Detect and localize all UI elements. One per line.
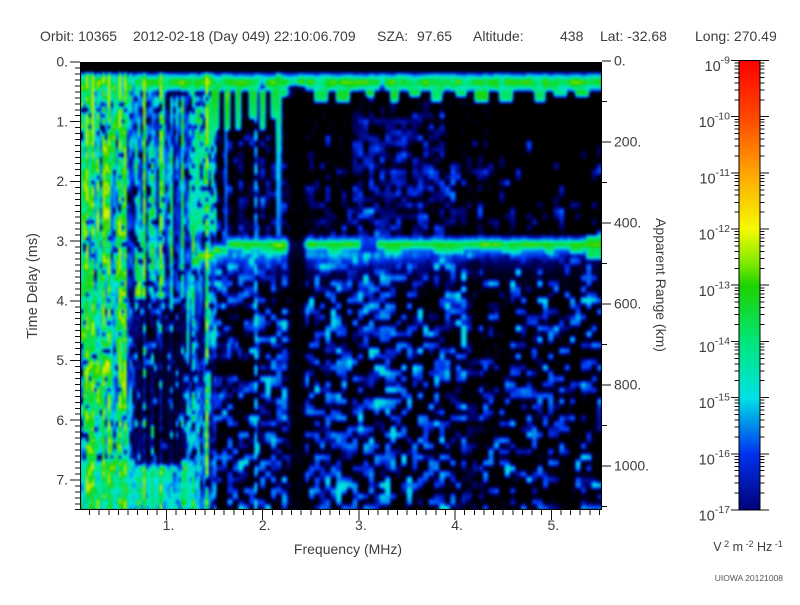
svg-text:800.: 800.	[614, 377, 641, 393]
svg-text:600.: 600.	[614, 296, 641, 312]
svg-text:UIOWA 20121008: UIOWA 20121008	[715, 573, 783, 583]
svg-text:5.: 5.	[56, 352, 68, 368]
svg-text:SZA:: SZA:	[377, 28, 408, 44]
svg-text:Apparent Range (km): Apparent Range (km)	[653, 218, 669, 352]
svg-text:Orbit: 10365: Orbit: 10365	[40, 28, 117, 44]
svg-text:2.: 2.	[56, 173, 68, 189]
svg-text:1000.: 1000.	[614, 458, 649, 474]
svg-text:10-11: 10-11	[699, 167, 730, 188]
svg-text:10-13: 10-13	[699, 279, 730, 300]
svg-text:3.: 3.	[355, 517, 367, 533]
svg-text:Altitude:: Altitude:	[473, 28, 524, 44]
svg-text:5.: 5.	[547, 517, 559, 533]
svg-text:Lat: -32.68: Lat: -32.68	[600, 28, 667, 44]
svg-text:6.: 6.	[56, 412, 68, 428]
svg-text:4.: 4.	[56, 293, 68, 309]
svg-text:10-14: 10-14	[699, 335, 730, 356]
svg-text:Time Delay (ms): Time Delay (ms)	[25, 233, 41, 339]
svg-text:10-10: 10-10	[699, 111, 730, 132]
svg-text:10-17: 10-17	[699, 504, 730, 525]
svg-text:7.: 7.	[56, 472, 68, 488]
svg-text:1.: 1.	[163, 517, 175, 533]
svg-text:200.: 200.	[614, 134, 641, 150]
svg-text:Long: 270.49: Long: 270.49	[695, 28, 777, 44]
svg-text:Frequency (MHz): Frequency (MHz)	[294, 541, 402, 557]
svg-text:4.: 4.	[451, 517, 463, 533]
svg-text:V 2 m -2 Hz -1: V 2 m -2 Hz -1	[713, 539, 783, 554]
svg-text:10-15: 10-15	[699, 392, 730, 413]
svg-text:2.: 2.	[259, 517, 271, 533]
svg-text:10-9: 10-9	[705, 55, 731, 76]
svg-text:0.: 0.	[56, 54, 68, 70]
svg-text:438: 438	[560, 28, 584, 44]
svg-text:97.65: 97.65	[417, 28, 452, 44]
svg-text:1.: 1.	[56, 113, 68, 129]
svg-text:400.: 400.	[614, 215, 641, 231]
svg-text:10-16: 10-16	[699, 448, 730, 469]
svg-text:0.: 0.	[614, 53, 626, 69]
svg-text:3.: 3.	[56, 233, 68, 249]
svg-text:2012-02-18 (Day 049) 22:10:06.: 2012-02-18 (Day 049) 22:10:06.709	[133, 28, 356, 44]
svg-text:10-12: 10-12	[699, 223, 730, 244]
